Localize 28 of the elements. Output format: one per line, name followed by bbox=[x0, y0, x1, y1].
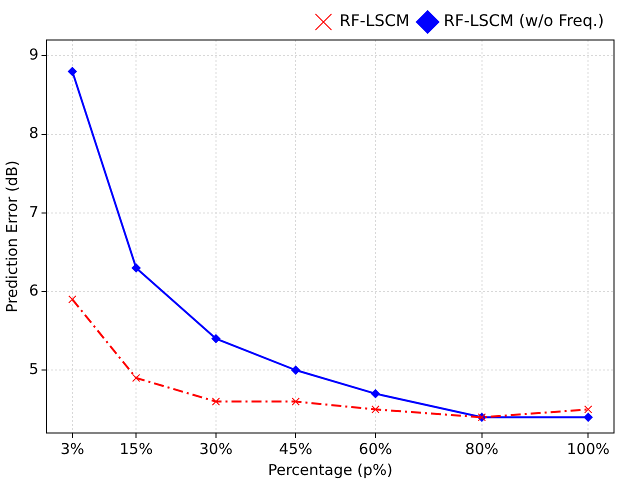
y-tick-label: 9 bbox=[28, 46, 39, 64]
point bbox=[68, 295, 76, 304]
point bbox=[292, 398, 300, 406]
legend-label: RF-LSCM (w/o Freq.) bbox=[444, 11, 604, 30]
point bbox=[371, 405, 380, 414]
x-tick-label: 30% bbox=[199, 440, 233, 458]
x-tick-label: 80% bbox=[465, 440, 499, 458]
x-tick-label: 100% bbox=[566, 440, 610, 458]
point bbox=[68, 66, 77, 76]
y-tick-label: 8 bbox=[28, 124, 39, 142]
point bbox=[212, 398, 220, 406]
x-tick-label: 3% bbox=[60, 440, 84, 458]
y-tick-label: 7 bbox=[28, 202, 39, 221]
point bbox=[132, 374, 140, 382]
point bbox=[370, 389, 380, 398]
legend-label: RF-LSCM bbox=[339, 11, 410, 30]
point bbox=[584, 412, 593, 422]
x-tick-label: 45% bbox=[279, 440, 312, 458]
y-tick-label: 5 bbox=[28, 360, 39, 378]
x-axis-title: Percentage (p%) bbox=[268, 460, 393, 479]
y-axis-title: Prediction Error (dB) bbox=[2, 160, 21, 313]
x-tick-label: 60% bbox=[358, 440, 392, 458]
x-tick-label: 15% bbox=[119, 440, 153, 458]
point bbox=[132, 263, 141, 272]
point bbox=[211, 334, 220, 344]
y-tick-label: 6 bbox=[28, 281, 39, 300]
point bbox=[291, 366, 300, 375]
point bbox=[584, 405, 592, 414]
